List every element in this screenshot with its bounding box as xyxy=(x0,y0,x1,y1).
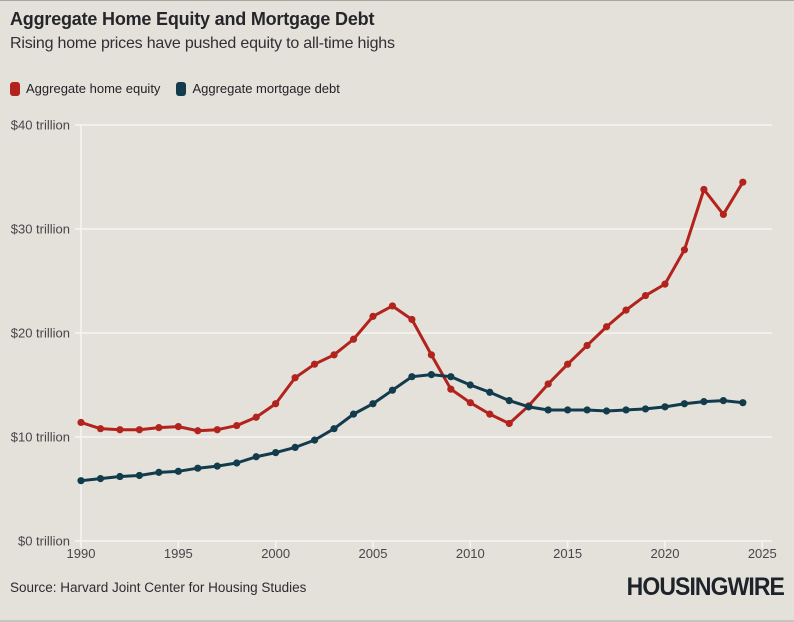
home-equity-point xyxy=(349,335,358,343)
x-axis-label: 2000 xyxy=(261,546,290,561)
home-equity-point xyxy=(233,421,241,430)
housingwire-logo: HOUSINGWIRE xyxy=(626,573,785,601)
mortgage-debt-point xyxy=(310,436,319,444)
mortgage-debt-point xyxy=(719,397,727,405)
y-axis-label: $30 trillion xyxy=(11,222,70,237)
home-equity-point xyxy=(388,302,397,310)
home-equity-point xyxy=(330,351,338,359)
mortgage-debt-point xyxy=(272,449,280,457)
home-equity-point xyxy=(135,426,143,434)
chart-subtitle: Rising home prices have pushed equity to… xyxy=(10,35,395,52)
mortgage-debt-point xyxy=(583,406,591,414)
home-equity-point xyxy=(213,426,221,434)
home-equity-point xyxy=(174,423,182,431)
home-equity-point xyxy=(77,418,85,427)
home-equity-point xyxy=(466,399,474,407)
home-equity-point xyxy=(641,291,650,300)
home-equity-point xyxy=(447,385,455,393)
mortgage-debt-point xyxy=(174,467,182,475)
home-equity-point xyxy=(291,374,299,382)
line-chart-plot: $0 trillion $10 trillion $20 trillion $30 t… xyxy=(11,118,777,562)
home-equity-point xyxy=(116,426,124,434)
x-axis-label: 2015 xyxy=(553,546,582,561)
home-equity-point xyxy=(602,323,611,331)
legend-item-home-equity: Aggregate home equity xyxy=(10,81,160,96)
x-axis-label: 1995 xyxy=(164,546,193,561)
mortgage-debt-point xyxy=(486,388,494,396)
home-equity-point xyxy=(194,427,202,435)
chart-legend: Aggregate home equity Aggregate mortgage… xyxy=(10,81,340,96)
mortgage-debt-point xyxy=(77,477,85,485)
x-axis-label: 2025 xyxy=(748,546,777,561)
y-axis-label: $20 trillion xyxy=(11,326,70,341)
home-equity-point xyxy=(622,306,630,314)
chart-title: Aggregate Home Equity and Mortgage Debt xyxy=(10,9,375,29)
home-equity-point xyxy=(544,380,552,388)
home-equity-point xyxy=(272,400,280,408)
mortgage-debt-swatch-icon xyxy=(176,81,187,96)
mortgage-debt-point xyxy=(641,405,650,413)
mortgage-debt-point xyxy=(96,475,105,483)
x-axis-label: 2020 xyxy=(651,546,680,561)
mortgage-debt-point xyxy=(622,406,630,414)
mortgage-debt-point xyxy=(739,399,747,407)
home-equity-point xyxy=(700,185,708,194)
mortgage-debt-point xyxy=(564,406,572,414)
y-axis-label: $40 trillion xyxy=(11,118,70,133)
home-equity-swatch-icon xyxy=(10,81,20,96)
mortgage-debt-point xyxy=(408,373,416,381)
mortgage-debt-point xyxy=(330,425,338,433)
mortgage-debt-point xyxy=(291,443,299,451)
mortgage-debt-point xyxy=(680,400,689,408)
home-equity-point xyxy=(583,341,591,350)
home-equity-point xyxy=(96,425,105,433)
home-equity-point xyxy=(310,360,319,368)
home-equity-point xyxy=(661,280,669,288)
mortgage-debt-point xyxy=(252,453,260,461)
mortgage-debt-point xyxy=(213,462,221,470)
home-equity-point xyxy=(739,178,747,186)
legend-item-mortgage-debt: Aggregate mortgage debt xyxy=(176,81,340,96)
mortgage-debt-point xyxy=(349,410,358,418)
mortgage-debt-point xyxy=(194,464,202,472)
y-axis-label: $10 trillion xyxy=(11,430,70,445)
mortgage-debt-point xyxy=(369,400,377,408)
chart-footer: Source: Harvard Joint Center for Housing… xyxy=(10,573,785,602)
source-note: Source: Harvard Joint Center for Housing… xyxy=(10,580,307,595)
mortgage-debt-point xyxy=(233,459,241,467)
x-axis-label: 1990 xyxy=(67,546,96,561)
home-equity-line xyxy=(79,180,745,433)
home-equity-point xyxy=(369,312,377,320)
y-axis-label: $0 trillion xyxy=(18,534,70,549)
home-equity-point xyxy=(408,315,416,324)
mortgage-debt-point xyxy=(525,403,533,411)
mortgage-debt-point xyxy=(447,373,455,381)
mortgage-debt-point xyxy=(135,471,143,480)
legend-label-home-equity: Aggregate home equity xyxy=(26,81,161,96)
mortgage-debt-point xyxy=(544,406,552,414)
mortgage-debt-point xyxy=(602,407,611,415)
mortgage-debt-point xyxy=(466,381,474,389)
home-equity-point xyxy=(155,424,163,432)
home-equity-point xyxy=(486,410,494,418)
mortgage-debt-point xyxy=(155,468,163,476)
home-equity-point xyxy=(427,351,435,359)
home-equity-point xyxy=(252,413,260,421)
x-axis-label: 2010 xyxy=(456,546,485,561)
mortgage-debt-point xyxy=(505,397,513,405)
mortgage-debt-point xyxy=(116,472,124,481)
legend-label-mortgage-debt: Aggregate mortgage debt xyxy=(192,81,340,96)
home-equity-point xyxy=(505,419,513,428)
mortgage-debt-point xyxy=(388,386,397,394)
mortgage-debt-point xyxy=(700,398,708,406)
mortgage-debt-point xyxy=(427,371,435,379)
home-equity-point xyxy=(680,246,689,254)
mortgage-debt-point xyxy=(661,403,669,411)
home-equity-point xyxy=(719,210,727,219)
x-axis-label: 2005 xyxy=(359,546,388,561)
home-equity-point xyxy=(564,360,572,368)
